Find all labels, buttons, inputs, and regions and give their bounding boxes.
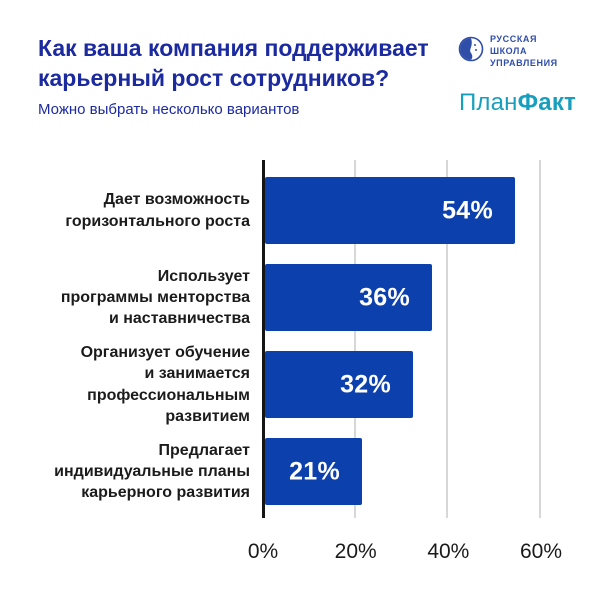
bar-value-label: 21% — [289, 457, 340, 485]
bar: 36% — [265, 264, 432, 331]
logo-block: РУССКАЯ ШКОЛА УПРАВЛЕНИЯ ПланФакт — [458, 33, 576, 117]
bar-value-label: 32% — [340, 370, 391, 398]
page-title: Как ваша компания поддерживает карьерный… — [38, 35, 429, 91]
rsu-globe-icon — [458, 36, 484, 67]
x-tick-label: 20% — [334, 540, 377, 563]
bar-value-label: 36% — [359, 283, 410, 311]
bar-chart: 54% 36% 32% 21% 0% 20% 40% 60% Дает возможность… — [38, 160, 583, 575]
planfact-part1: План — [458, 89, 518, 117]
gridline-60% — [539, 160, 541, 518]
rsu-line-3: УПРАВЛЕНИЯ — [489, 58, 558, 69]
rsu-logo: РУССКАЯ ШКОЛА УПРАВЛЕНИЯ — [458, 33, 558, 69]
category-label: Дает возможность горизонтального роста — [65, 191, 250, 230]
planfact-part2: Факт — [517, 89, 576, 117]
page-subtitle: Можно выбрать несколько вариантов — [38, 101, 300, 118]
bar: 32% — [265, 351, 413, 418]
bar: 21% — [265, 438, 362, 505]
planfact-logo: ПланФакт — [459, 89, 576, 117]
category-label: Организует обучение и занимается професс… — [80, 344, 250, 425]
rsu-logo-text: РУССКАЯ ШКОЛА УПРАВЛЕНИЯ — [490, 33, 558, 69]
gridline-40% — [446, 160, 449, 518]
plot-area: 54% 36% 32% 21% — [262, 160, 578, 518]
y-axis-line — [262, 160, 265, 518]
rsu-line-2: ШКОЛА — [489, 46, 528, 57]
category-label: Использует программы менторства и настав… — [60, 267, 250, 328]
x-tick-label: 0% — [247, 540, 279, 563]
gridline-20% — [353, 160, 356, 518]
bar-value-label: 54% — [442, 196, 493, 224]
bar: 54% — [265, 177, 515, 244]
rsu-line-1: РУССКАЯ — [489, 34, 538, 44]
x-tick-label: 60% — [519, 540, 563, 563]
category-label: Предлагает индивидуальные планы карьерно… — [54, 441, 250, 502]
x-tick-label: 40% — [427, 540, 470, 563]
